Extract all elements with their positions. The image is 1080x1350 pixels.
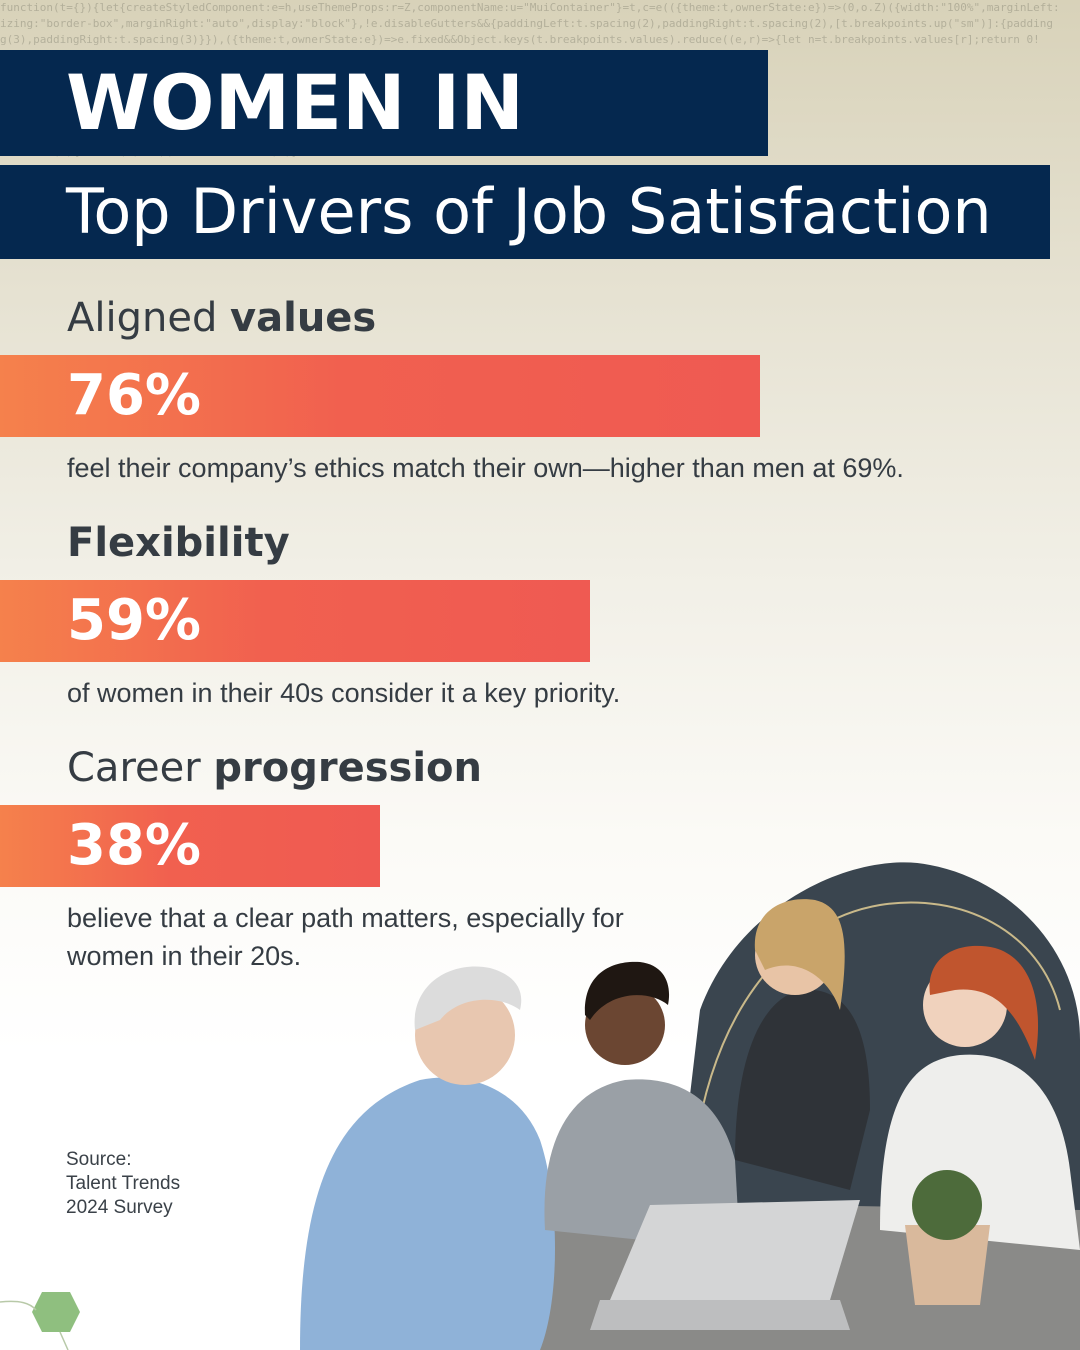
laptop-base <box>590 1300 850 1330</box>
bar-aligned-values: 76% <box>0 355 760 437</box>
bar-value-label: 38% <box>67 813 202 878</box>
person-white-hair <box>929 945 1039 1060</box>
heading-normal: Career <box>67 745 214 791</box>
desc-aligned-values: feel their company’s ethics match their … <box>67 453 904 483</box>
person-dark-head <box>755 915 835 995</box>
bar-value-label: 76% <box>67 363 202 428</box>
heading-career-progression: Career progression <box>67 745 482 791</box>
person-gray-blazer <box>544 1079 740 1250</box>
title-line-1: WOMEN IN TECH: <box>0 50 768 253</box>
cactus <box>912 1170 982 1240</box>
desc-career-progression: believe that a clear path matters, espec… <box>67 903 624 971</box>
heading-bold: values <box>230 295 377 341</box>
code-line: function(t={}){let{createStyledComponent… <box>0 1 1060 14</box>
source-note: Source: Talent Trends 2024 Survey <box>66 1148 180 1220</box>
source-line: Source: <box>66 1149 132 1170</box>
source-line: 2024 Survey <box>66 1197 173 1218</box>
code-line: g(3),paddingRight:t.spacing(3)}}),({them… <box>0 33 1040 46</box>
hexagon-accent <box>32 1292 80 1332</box>
hexagon-line <box>0 1300 69 1350</box>
bar-flexibility: 59% <box>0 580 590 662</box>
person-blue-head <box>415 985 515 1085</box>
person-gray-head <box>585 985 665 1065</box>
title-line-2: Top Drivers of Job Satisfaction <box>0 165 1050 259</box>
heading-normal: Aligned <box>67 295 231 341</box>
gold-arc <box>689 901 1061 1201</box>
person-dark-top <box>735 989 870 1190</box>
person-dark-hair <box>754 899 845 1010</box>
person-blue-hair <box>414 966 522 1030</box>
laptop-screen <box>610 1200 860 1300</box>
desc-flexibility: of women in their 40s consider it a key … <box>67 678 621 708</box>
person-white-shirt <box>880 1054 1080 1250</box>
table-surface <box>300 1200 1080 1350</box>
heading-bold: Flexibility <box>67 520 290 566</box>
person-blue-shirt <box>300 1077 555 1350</box>
source-line: Talent Trends <box>66 1173 181 1194</box>
heading-aligned-values: Aligned values <box>67 295 376 341</box>
code-line: izing:"border-box",marginRight:"auto",di… <box>0 17 1053 30</box>
cactus-pot <box>905 1225 990 1305</box>
heading-bold: progression <box>213 745 483 791</box>
photo-backdrop <box>660 862 1080 1350</box>
person-white-head <box>923 963 1007 1047</box>
bar-career-progression: 38% <box>0 805 380 887</box>
heading-flexibility: Flexibility <box>67 520 290 566</box>
bar-value-label: 59% <box>67 588 202 653</box>
